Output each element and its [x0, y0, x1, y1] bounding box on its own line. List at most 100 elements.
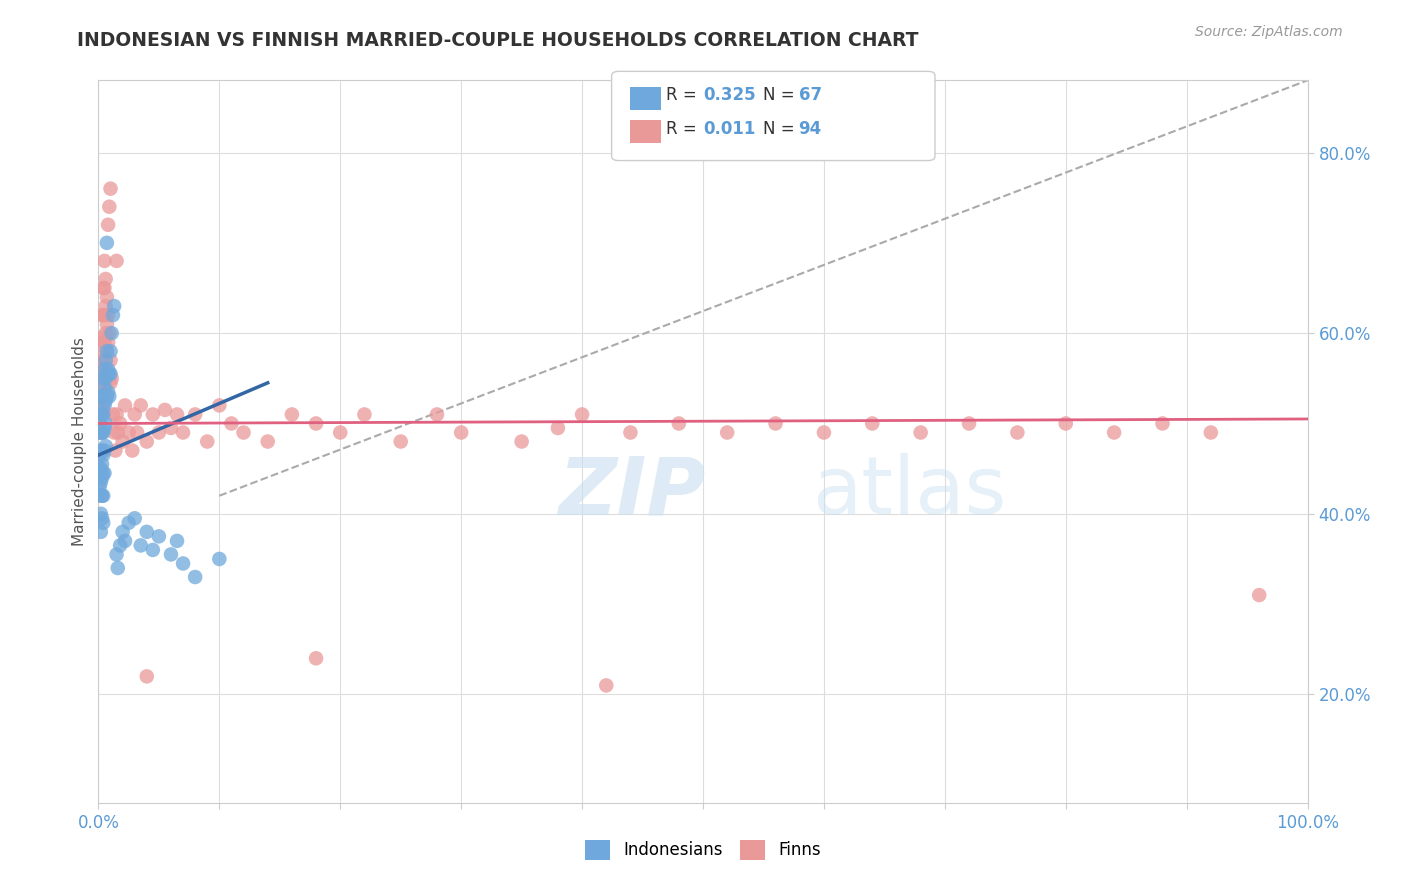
- Point: [90, 344, 112, 359]
- Point: [595, 678, 617, 692]
- Point: [108, 538, 131, 552]
- Point: [98, 326, 121, 341]
- Point: [90, 507, 112, 521]
- Point: [89, 425, 111, 440]
- Point: [108, 417, 131, 431]
- Point: [160, 421, 183, 435]
- Point: [353, 408, 375, 422]
- Text: 94: 94: [799, 120, 823, 138]
- Legend: Indonesians, Finns: Indonesians, Finns: [579, 833, 827, 867]
- Point: [91, 425, 114, 440]
- Point: [89, 417, 111, 431]
- Point: [90, 489, 112, 503]
- Point: [1007, 425, 1029, 440]
- Point: [94, 393, 117, 408]
- Point: [96, 367, 118, 381]
- Point: [94, 272, 117, 286]
- Point: [232, 425, 254, 440]
- Point: [91, 471, 114, 485]
- Point: [619, 425, 641, 440]
- Point: [91, 403, 114, 417]
- Point: [91, 389, 114, 403]
- Point: [93, 398, 115, 412]
- Point: [100, 344, 122, 359]
- Point: [172, 557, 194, 571]
- Point: [96, 235, 118, 250]
- Y-axis label: Married-couple Households: Married-couple Households: [72, 337, 87, 546]
- Point: [135, 434, 157, 449]
- Point: [1102, 425, 1125, 440]
- Point: [100, 376, 122, 390]
- Point: [389, 434, 412, 449]
- Point: [124, 408, 146, 422]
- Point: [91, 376, 114, 390]
- Point: [104, 443, 127, 458]
- Point: [89, 480, 111, 494]
- Text: atlas: atlas: [811, 453, 1007, 531]
- Point: [97, 384, 120, 399]
- Point: [90, 443, 112, 458]
- Point: [221, 417, 243, 431]
- Point: [91, 408, 114, 422]
- Point: [510, 434, 533, 449]
- Point: [1249, 588, 1271, 602]
- Point: [91, 466, 114, 480]
- Point: [91, 511, 114, 525]
- Point: [90, 408, 112, 422]
- Point: [957, 417, 980, 431]
- Point: [100, 326, 122, 341]
- Point: [910, 425, 932, 440]
- Point: [97, 362, 120, 376]
- Point: [118, 425, 141, 440]
- Point: [124, 511, 146, 525]
- Point: [91, 281, 114, 295]
- Point: [160, 548, 183, 562]
- Point: [90, 425, 112, 440]
- Point: [111, 524, 134, 539]
- Point: [860, 417, 883, 431]
- Point: [89, 461, 111, 475]
- Point: [148, 425, 170, 440]
- Point: [105, 253, 128, 268]
- Point: [107, 425, 129, 440]
- Point: [93, 308, 115, 322]
- Point: [142, 408, 165, 422]
- Point: [166, 408, 188, 422]
- Point: [256, 434, 278, 449]
- Text: 0.011: 0.011: [703, 120, 755, 138]
- Point: [96, 344, 118, 359]
- Point: [97, 308, 120, 322]
- Point: [91, 331, 114, 345]
- Point: [90, 475, 112, 490]
- Point: [547, 421, 569, 435]
- Point: [96, 290, 118, 304]
- Point: [91, 308, 114, 322]
- Point: [90, 461, 112, 475]
- Point: [89, 398, 111, 412]
- Point: [90, 408, 112, 422]
- Point: [1152, 417, 1174, 431]
- Point: [135, 524, 157, 539]
- Point: [91, 353, 114, 368]
- Text: R =: R =: [666, 87, 703, 104]
- Point: [91, 398, 114, 412]
- Point: [93, 253, 115, 268]
- Point: [90, 389, 112, 403]
- Point: [668, 417, 690, 431]
- Point: [94, 299, 117, 313]
- Text: 67: 67: [799, 87, 821, 104]
- Point: [142, 542, 165, 557]
- Point: [93, 466, 115, 480]
- Point: [89, 362, 111, 376]
- Point: [153, 403, 176, 417]
- Text: Source: ZipAtlas.com: Source: ZipAtlas.com: [1195, 25, 1343, 39]
- Point: [281, 408, 304, 422]
- Point: [97, 218, 120, 232]
- Point: [305, 651, 328, 665]
- Point: [91, 371, 114, 385]
- Point: [90, 367, 112, 381]
- Point: [91, 457, 114, 471]
- Point: [114, 533, 136, 548]
- Point: [98, 200, 121, 214]
- Point: [91, 516, 114, 530]
